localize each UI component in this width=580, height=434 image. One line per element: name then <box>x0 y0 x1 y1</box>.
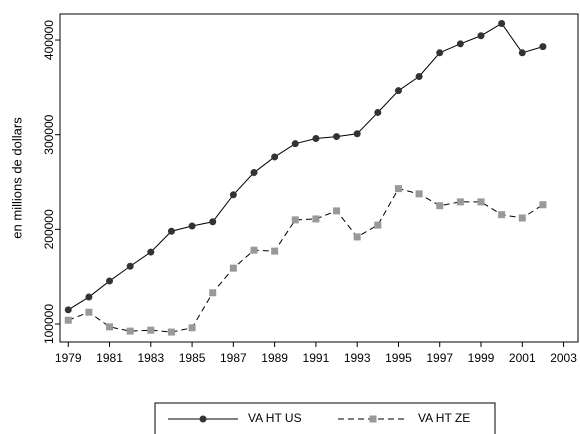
data-point <box>126 262 134 270</box>
y-tick-label: 100000 <box>42 304 56 344</box>
data-point <box>106 277 114 285</box>
data-point <box>229 191 237 199</box>
data-point <box>188 222 196 230</box>
data-point <box>436 202 444 210</box>
x-tick-label: 1991 <box>303 351 330 365</box>
legend-marker <box>199 415 207 423</box>
data-point <box>312 215 320 223</box>
data-point <box>498 211 506 219</box>
data-point <box>374 108 382 116</box>
data-point <box>353 130 361 138</box>
data-point <box>312 134 320 142</box>
data-point <box>394 185 402 193</box>
y-tick-label: 200000 <box>42 209 56 249</box>
data-point <box>64 316 72 324</box>
data-point <box>498 19 506 27</box>
y-tick-label: 400000 <box>42 20 56 60</box>
data-point <box>250 169 258 177</box>
data-point <box>456 40 464 48</box>
data-point <box>353 233 361 241</box>
data-point <box>436 49 444 57</box>
x-tick-label: 1985 <box>179 351 206 365</box>
data-point <box>167 328 175 336</box>
data-point <box>209 218 217 226</box>
x-tick-label: 1999 <box>468 351 495 365</box>
data-point <box>456 198 464 206</box>
data-point <box>539 43 547 51</box>
x-tick-label: 1981 <box>96 351 123 365</box>
plot-frame <box>59 13 579 343</box>
data-point <box>85 308 93 316</box>
y-tick-label: 300000 <box>42 114 56 154</box>
data-point <box>209 289 217 297</box>
data-point <box>229 264 237 272</box>
data-point <box>374 221 382 229</box>
data-point <box>126 327 134 335</box>
x-tick-label: 1987 <box>220 351 247 365</box>
data-point <box>291 216 299 224</box>
data-point <box>167 227 175 235</box>
data-point <box>333 207 341 215</box>
x-tick-label: 2003 <box>550 351 577 365</box>
data-point <box>147 326 155 334</box>
x-tick-label: 1979 <box>55 351 82 365</box>
data-point <box>271 247 279 255</box>
x-tick-label: 1997 <box>426 351 453 365</box>
data-point <box>477 32 485 40</box>
data-point <box>250 246 258 254</box>
data-point <box>271 153 279 161</box>
data-point <box>394 87 402 95</box>
data-point <box>477 198 485 206</box>
data-point <box>188 324 196 332</box>
x-tick-label: 1989 <box>261 351 288 365</box>
data-point <box>106 323 114 331</box>
x-tick-label: 1983 <box>137 351 164 365</box>
data-point <box>415 72 423 80</box>
data-point <box>85 293 93 301</box>
series-line <box>67 22 544 311</box>
legend-label: VA HT US <box>248 411 302 425</box>
y-axis-label: en millions de dollars <box>9 117 24 239</box>
x-tick-label: 2001 <box>509 351 536 365</box>
data-point <box>64 306 72 314</box>
legend-label: VA HT ZE <box>418 411 470 425</box>
data-point <box>147 248 155 256</box>
x-tick-label: 1993 <box>344 351 371 365</box>
data-point <box>291 140 299 148</box>
x-tick-label: 1995 <box>385 351 412 365</box>
legend-marker <box>369 415 377 423</box>
data-point <box>333 133 341 141</box>
data-point <box>518 49 526 57</box>
data-point <box>518 214 526 222</box>
data-point <box>539 201 547 209</box>
data-point <box>415 190 423 198</box>
